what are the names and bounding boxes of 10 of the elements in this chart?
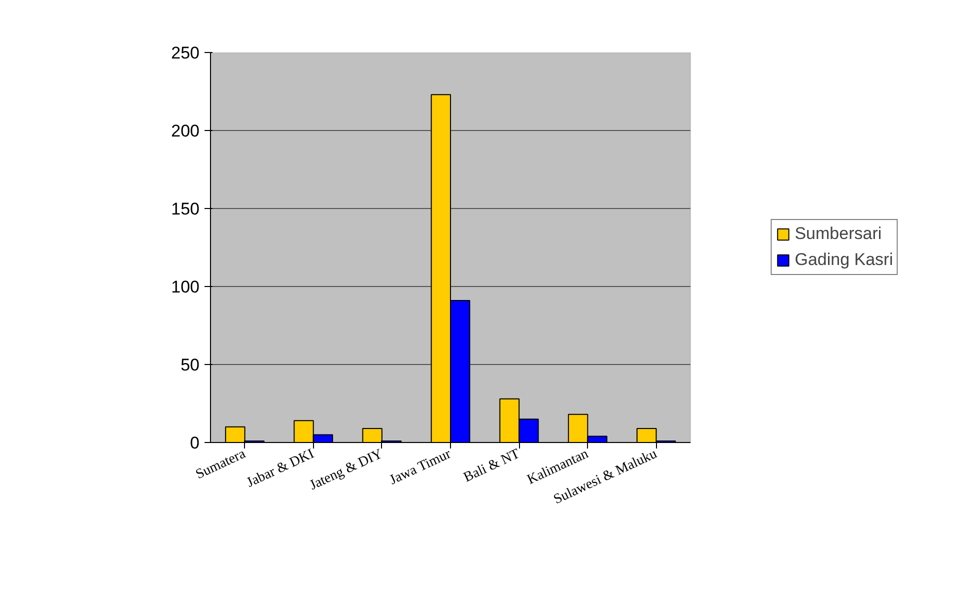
y-tick-label: 200 [171, 122, 200, 140]
y-tick-label: 100 [171, 278, 200, 296]
y-tick-label: 50 [180, 356, 200, 374]
legend-label: Gading Kasri [794, 250, 893, 270]
x-tick-label: Bali & NT [462, 446, 523, 486]
y-tick-label: 0 [190, 434, 200, 452]
y-tick-label: 150 [171, 200, 200, 218]
y-tick-label: 250 [171, 44, 200, 62]
legend-label: Sumbersari [794, 224, 882, 244]
x-tick-label: Jawa Timur [388, 446, 454, 488]
